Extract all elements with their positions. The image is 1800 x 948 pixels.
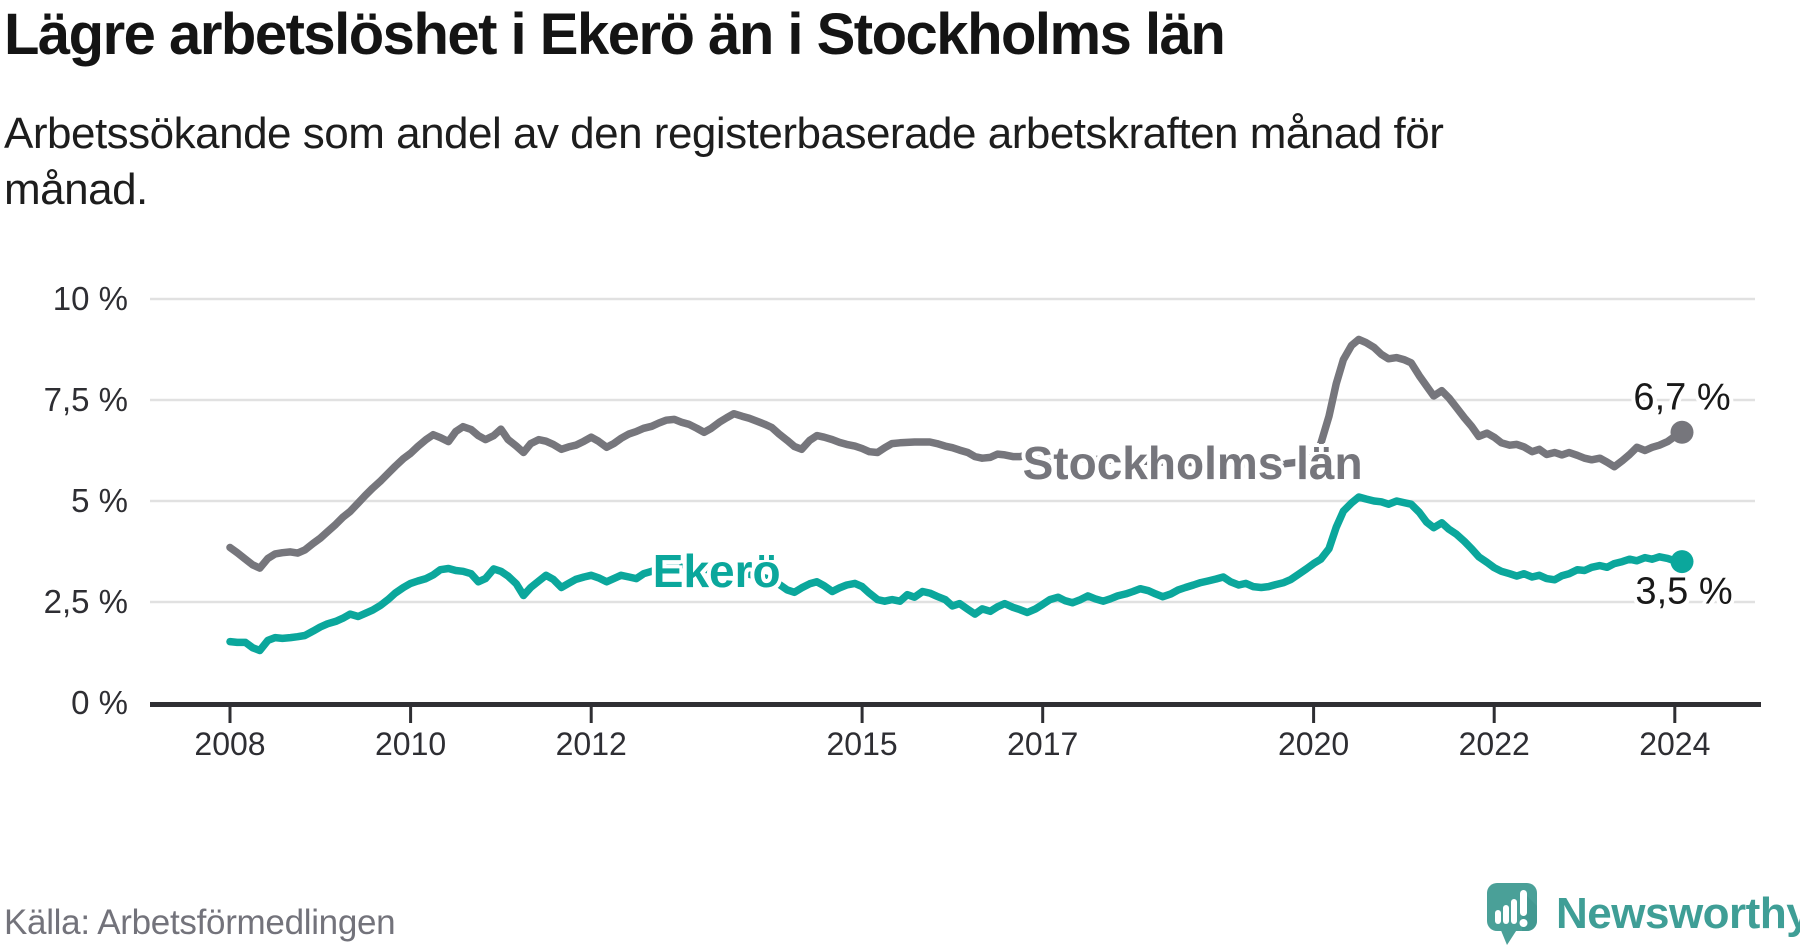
newsworthy-logo-icon [1487,883,1537,945]
series-end-dot-stockholm [1670,420,1694,444]
chart-subtitle-line1: Arbetssökande som andel av den registerb… [4,109,1444,158]
series-line-stockholm [226,335,1686,572]
chart-subtitle: Arbetssökande som andel av den registerb… [4,106,1764,218]
source-note: Källa: Arbetsförmedlingen [4,903,396,942]
chart-subtitle-line2: månad. [4,165,148,214]
series-line-ekero [226,493,1686,655]
newsworthy-wordmark: Newsworthy [1556,889,1800,938]
newsworthy-brand: Newsworthy [1486,882,1800,946]
series-end-dot-ekero [1670,550,1694,574]
chart-title: Lägre arbetslöshet i Ekerö än i Stockhol… [4,2,1226,67]
